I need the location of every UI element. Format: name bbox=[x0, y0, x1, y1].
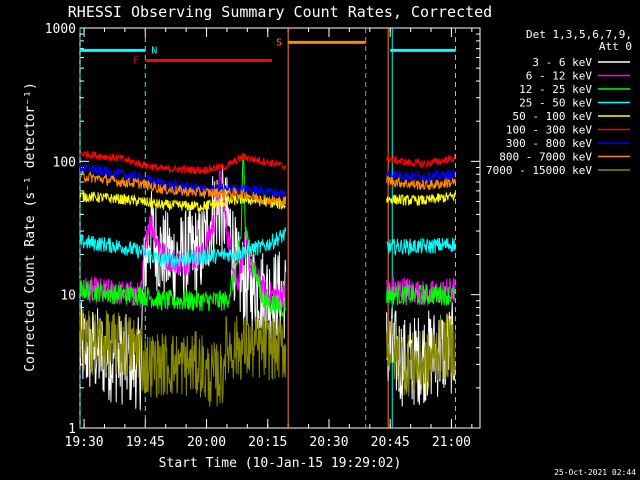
y-tick-label: 1 bbox=[68, 422, 76, 437]
y-tick-label: 1000 bbox=[45, 22, 76, 37]
x-tick-label: 21:00 bbox=[432, 435, 471, 450]
series-line bbox=[79, 227, 456, 269]
legend-entry: 800 - 7000 keV bbox=[499, 151, 592, 164]
legend-entry: 6 - 12 keV bbox=[526, 70, 593, 83]
legend-entry: 12 - 25 keV bbox=[519, 83, 592, 96]
flare-bar-label: F bbox=[133, 56, 139, 67]
series-line bbox=[79, 152, 456, 317]
x-tick-label: 20:30 bbox=[309, 435, 348, 450]
legend-entry: 50 - 100 keV bbox=[513, 110, 593, 123]
series-line bbox=[79, 170, 456, 208]
x-tick-label: 19:45 bbox=[126, 435, 165, 450]
legend-entry: 7000 - 15000 keV bbox=[486, 164, 592, 177]
series-line bbox=[79, 309, 456, 407]
x-tick-label: 20:15 bbox=[248, 435, 287, 450]
y-axis-label: Corrected Count Rate (s⁻¹ detector⁻¹) bbox=[23, 82, 38, 372]
x-tick-label: 20:45 bbox=[371, 435, 410, 450]
date-stamp: 25-Oct-2021 02:44 bbox=[554, 468, 636, 477]
chart-title: RHESSI Observing Summary Count Rates, Co… bbox=[68, 3, 492, 21]
legend-header: Att 0 bbox=[599, 40, 632, 53]
y-tick-label: 100 bbox=[53, 155, 76, 170]
saa-bar-label: S bbox=[276, 37, 282, 48]
x-tick-label: 20:00 bbox=[187, 435, 226, 450]
legend-entry: 3 - 6 keV bbox=[532, 56, 592, 69]
x-axis-label: Start Time (10-Jan-15 19:29:02) bbox=[159, 456, 402, 471]
x-tick-label: 19:30 bbox=[65, 435, 104, 450]
legend-entry: 25 - 50 keV bbox=[519, 97, 592, 110]
y-tick-label: 10 bbox=[60, 289, 76, 304]
night-bar-label: N bbox=[151, 45, 157, 56]
legend-entry: 300 - 800 keV bbox=[506, 137, 592, 150]
legend-entry: 100 - 300 keV bbox=[506, 124, 592, 137]
legend-header: Det 1,3,5,6,7,9, bbox=[526, 28, 632, 41]
series-line bbox=[79, 150, 456, 175]
plot-area: 1 10 100 1000 19:30 19:45 20:00 20:15 20:30 20:45… bbox=[45, 22, 481, 450]
